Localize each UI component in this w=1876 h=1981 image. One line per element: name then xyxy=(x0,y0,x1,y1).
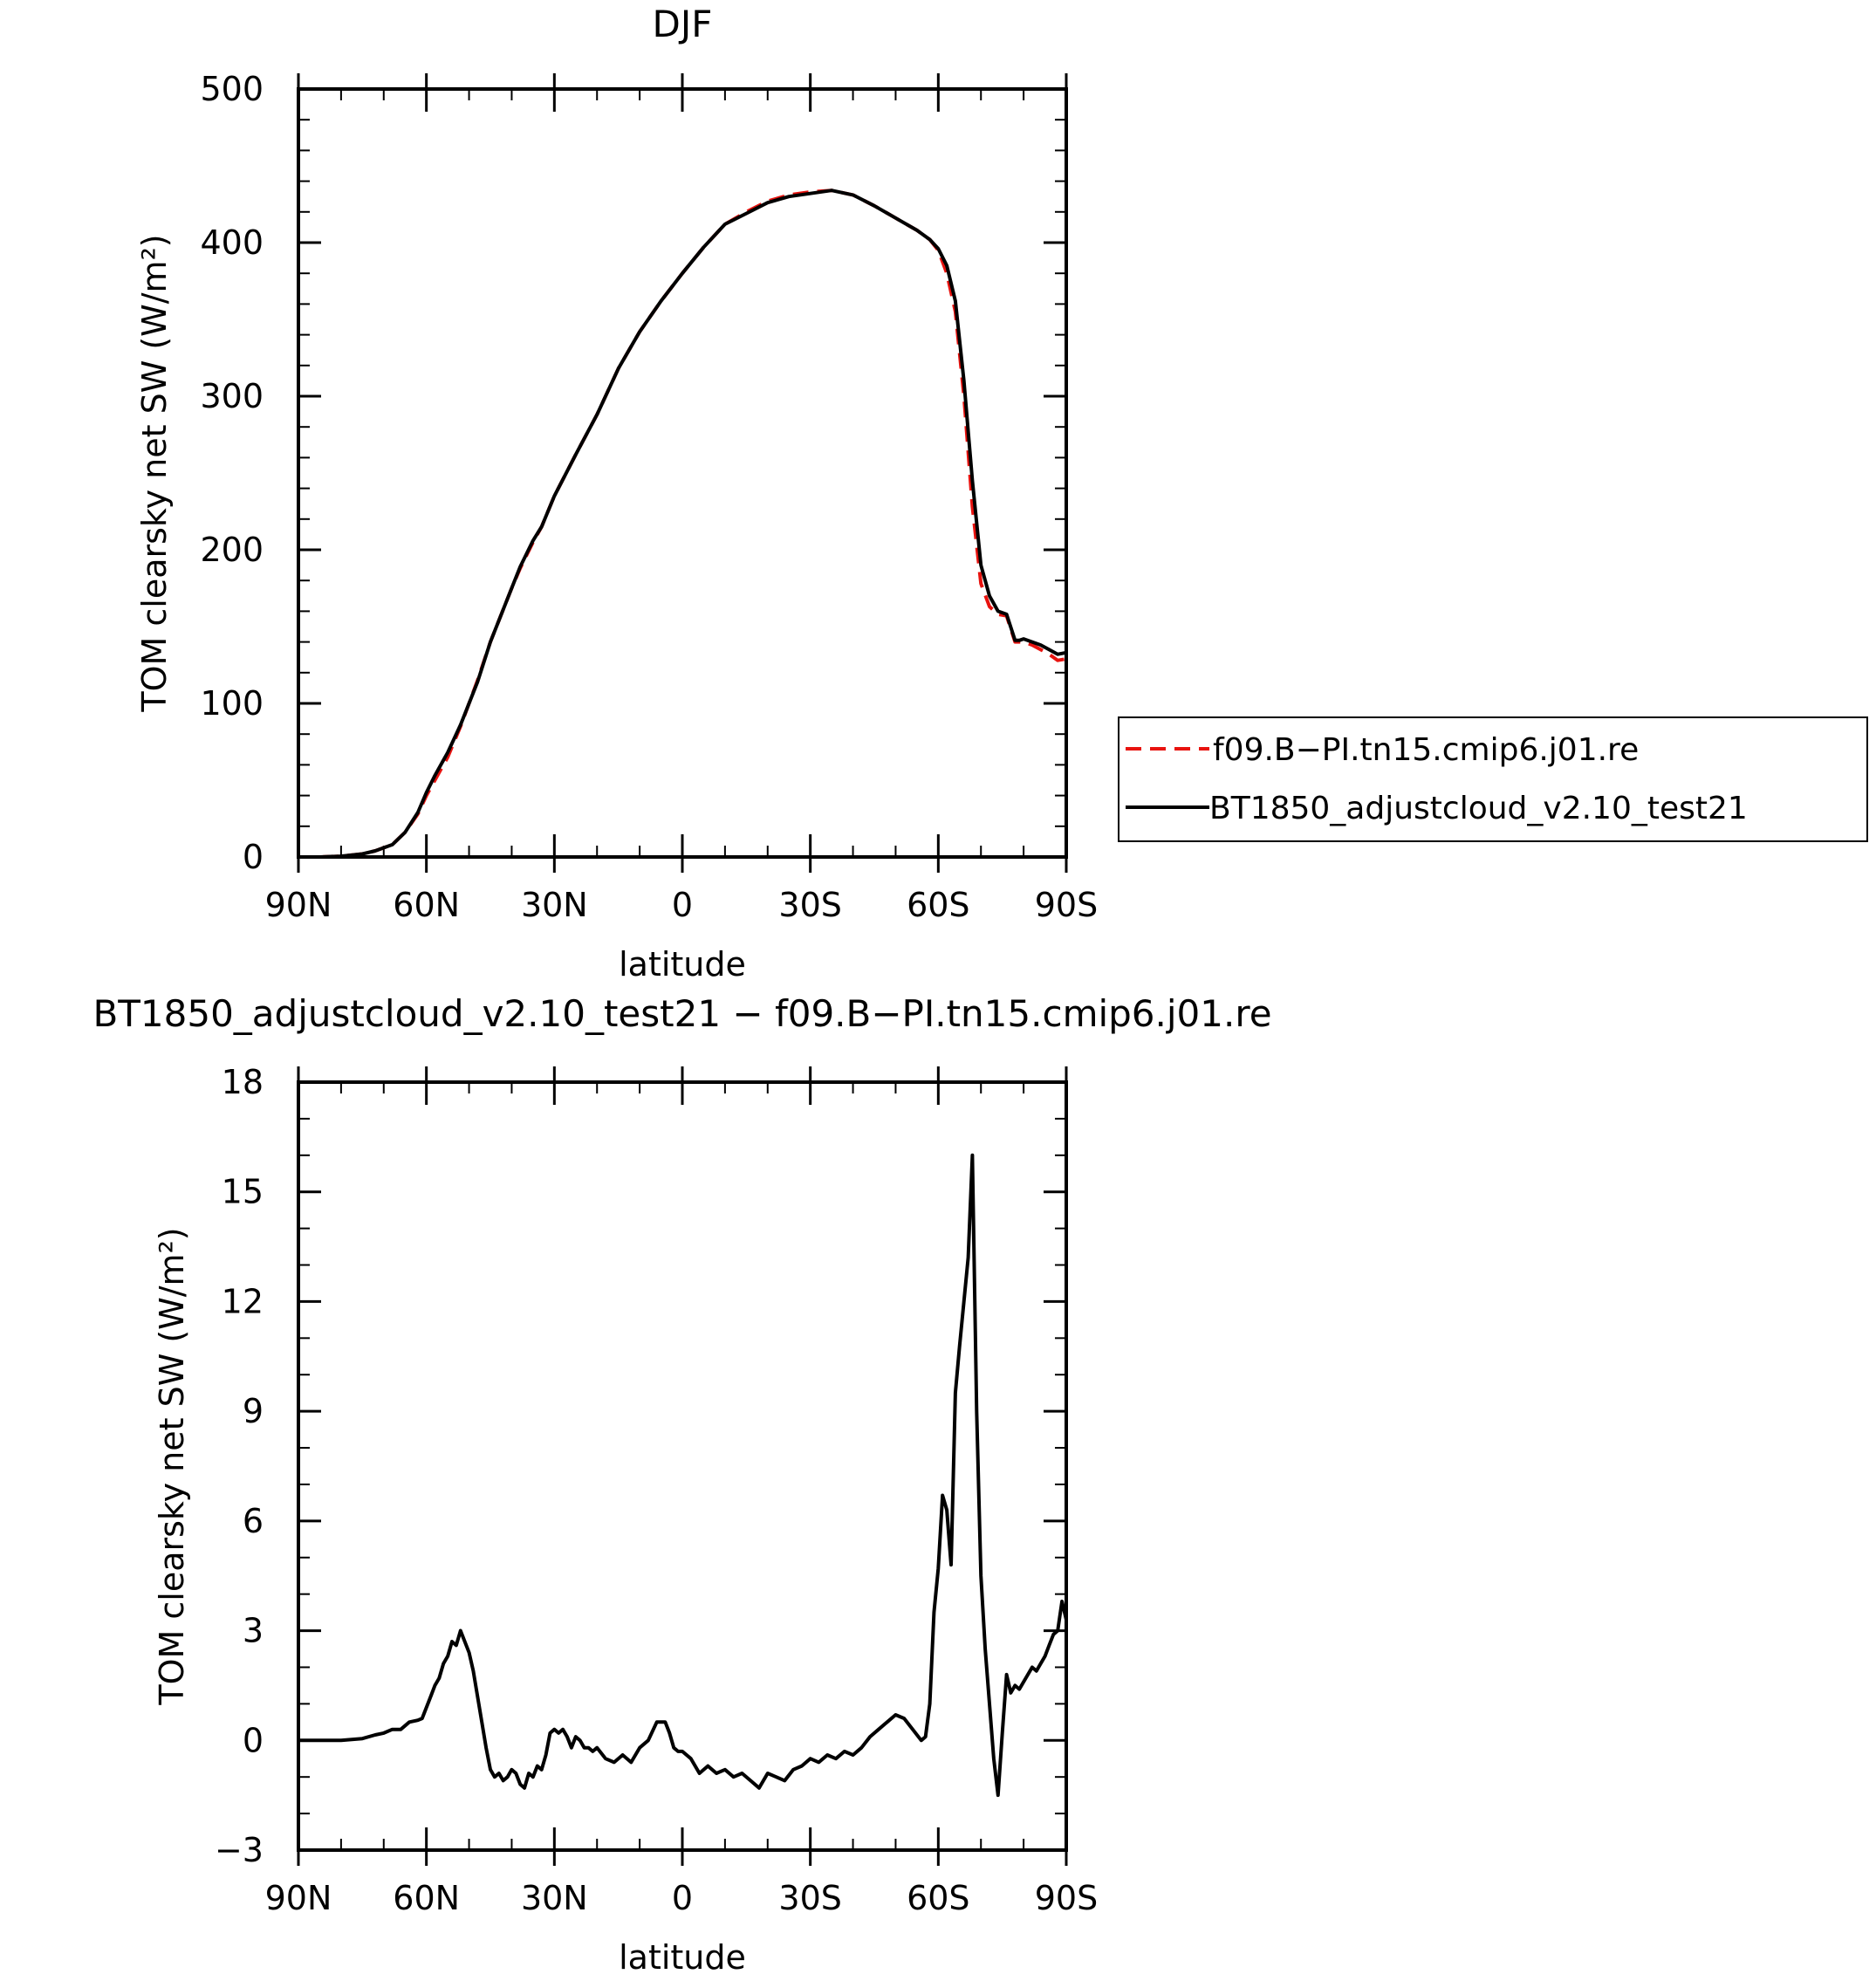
y-tick-label: 100 xyxy=(200,684,264,723)
legend-box xyxy=(1118,716,1868,842)
x-tick-label: 30S xyxy=(778,1879,841,1917)
bottom-x-tick-labels: 90N 60N 30N 0 30S 60S 90S xyxy=(265,1879,1099,1917)
bottom-x-axis-label: latitude xyxy=(619,1938,746,1977)
x-tick-label: 0 xyxy=(672,1879,693,1917)
y-tick-label: 3 xyxy=(243,1612,264,1650)
x-tick-label: 30N xyxy=(521,1879,588,1917)
x-tick-label: 90S xyxy=(1035,1879,1098,1917)
y-tick-label: 9 xyxy=(243,1392,264,1430)
top-tick-marks xyxy=(297,73,1068,873)
bottom-chart-title: BT1850_adjustcloud_v2.10_test21 − f09.B−… xyxy=(92,992,1271,1035)
top-legend: f09.B−PI.tn15.cmip6.j01.re BT1850_adjust… xyxy=(1118,716,1868,842)
top-panel: DJF 0 100 200 300 400 500 90N 60N 30N 0 30S 60S 90S… xyxy=(135,3,1868,984)
series-line-1 xyxy=(298,189,1066,857)
x-tick-label: 60N xyxy=(393,1879,460,1917)
bottom-series-group xyxy=(298,1153,1066,1798)
y-tick-label: 200 xyxy=(200,531,264,569)
x-tick-label: 60N xyxy=(393,886,460,924)
x-tick-label: 0 xyxy=(672,886,693,924)
y-tick-label: 0 xyxy=(243,1721,264,1759)
bottom-tick-marks xyxy=(297,1066,1068,1866)
bottom-y-axis-label: TOM clearsky net SW (W/m²) xyxy=(153,1227,191,1705)
bottom-y-tick-labels: −3 0 3 6 9 12 15 18 xyxy=(215,1063,264,1869)
x-tick-label: 30S xyxy=(778,886,841,924)
y-tick-label: 15 xyxy=(222,1173,264,1211)
top-y-tick-labels: 0 100 200 300 400 500 xyxy=(200,70,264,876)
top-x-axis-label: latitude xyxy=(619,945,746,984)
y-tick-label: 12 xyxy=(222,1282,264,1320)
x-tick-label: 60S xyxy=(907,1879,969,1917)
y-tick-label: 6 xyxy=(243,1502,264,1540)
x-tick-label: 90N xyxy=(265,886,332,924)
y-tick-label: 18 xyxy=(222,1063,264,1101)
series-line-0 xyxy=(298,1153,1066,1798)
top-chart-title: DJF xyxy=(653,3,713,45)
bottom-plot-frame xyxy=(297,1080,1068,1852)
y-tick-label: 500 xyxy=(200,70,264,108)
x-tick-label: 90N xyxy=(265,1879,332,1917)
top-y-axis-label: TOM clearsky net SW (W/m²) xyxy=(135,234,174,712)
y-tick-label: 300 xyxy=(200,377,264,415)
y-tick-label: −3 xyxy=(215,1831,264,1869)
top-plot-frame xyxy=(297,87,1068,859)
top-series-group xyxy=(298,189,1066,857)
x-tick-label: 30N xyxy=(521,886,588,924)
top-x-tick-labels: 90N 60N 30N 0 30S 60S 90S xyxy=(265,886,1099,924)
legend-entry-bt1850: BT1850_adjustcloud_v2.10_test21 xyxy=(1209,791,1748,826)
y-tick-label: 400 xyxy=(200,223,264,262)
x-tick-label: 90S xyxy=(1035,886,1098,924)
bottom-panel: BT1850_adjustcloud_v2.10_test21 − f09.B−… xyxy=(92,992,1271,1977)
x-tick-label: 60S xyxy=(907,886,969,924)
legend-entry-f09: f09.B−PI.tn15.cmip6.j01.re xyxy=(1213,732,1639,768)
y-tick-label: 0 xyxy=(243,838,264,876)
